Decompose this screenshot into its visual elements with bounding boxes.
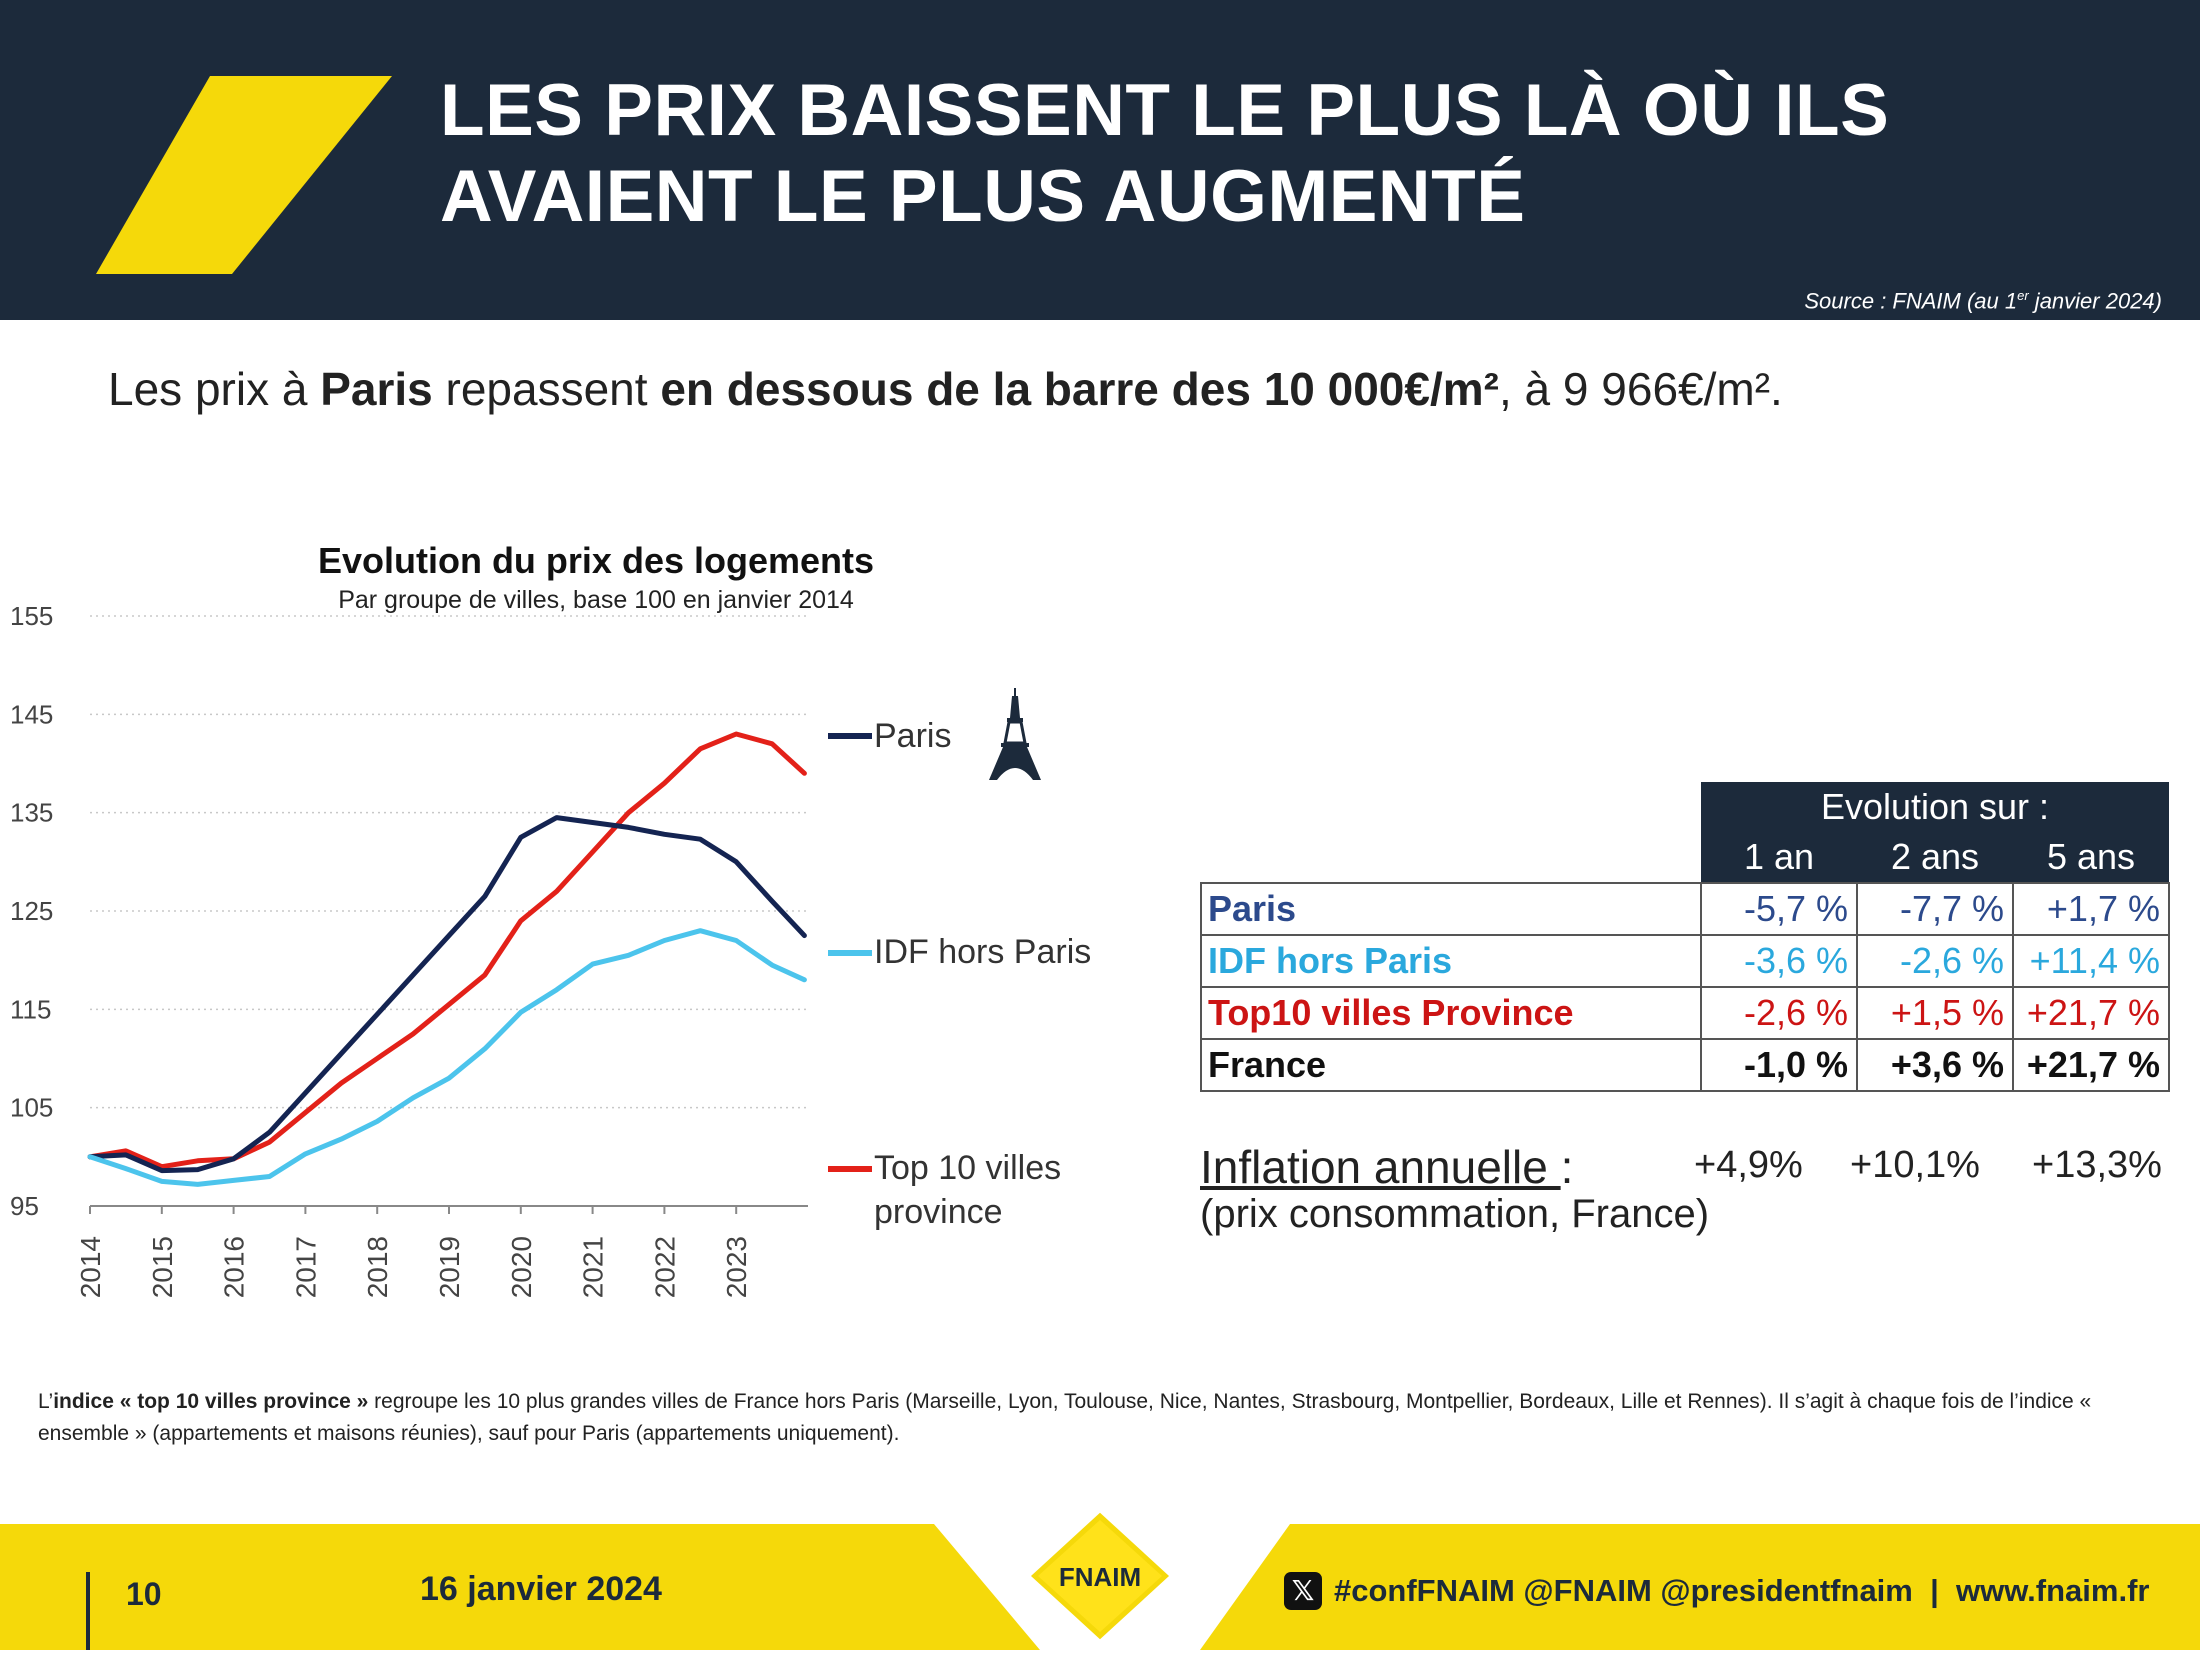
eiffel-tower-icon	[985, 688, 1045, 780]
inflation-value-5ans: +13,3%	[2032, 1144, 2162, 1187]
table-row: Top10 villes Province -2,6 % +1,5 % +21,…	[1201, 987, 2169, 1039]
x-tick-label-2019: 2019	[434, 1236, 465, 1298]
table-corner-2	[1201, 832, 1701, 883]
inflation-label-text: Inflation annuelle	[1200, 1141, 1561, 1193]
inflation-note: (prix consommation, France)	[1200, 1192, 1709, 1237]
inflation-value-2ans: +10,1%	[1850, 1144, 1980, 1187]
lead-bold-paris: Paris	[320, 363, 433, 415]
column-header-1an: 1 an	[1701, 832, 1857, 883]
x-tick-label-2017: 2017	[290, 1236, 321, 1298]
x-tick-label-2020: 2020	[506, 1236, 537, 1298]
table-row: IDF hors Paris -3,6 % -2,6 % +11,4 %	[1201, 935, 2169, 987]
lead-text-2: repassent	[433, 363, 661, 415]
footnote-bold: indice « top 10 villes province »	[53, 1390, 368, 1413]
table-header-evolution: Evolution sur :	[1701, 782, 2169, 832]
table-corner	[1201, 782, 1701, 832]
cell: +1,7 %	[2013, 883, 2169, 935]
title-line-1: LES PRIX BAISSENT LE PLUS LÀ OÙ ILS	[440, 68, 1889, 154]
x-tick-label-2023: 2023	[721, 1236, 752, 1298]
table-header-top: Evolution sur :	[1201, 782, 2169, 832]
series-line-1	[90, 931, 804, 1185]
lead-text-1: Les prix à	[108, 363, 320, 415]
cell: -3,6 %	[1701, 935, 1857, 987]
cell: -1,0 %	[1701, 1039, 1857, 1091]
cell: +21,7 %	[2013, 1039, 2169, 1091]
title-line-2: AVAIENT LE PLUS AUGMENTÉ	[440, 154, 1889, 240]
price-evolution-chart: 95 105 115 125 135 145 155 2014 2015 2016 2017 2018…	[0, 530, 820, 1330]
fnaim-logo: FNAIM	[1020, 1506, 1180, 1646]
footer-divider	[86, 1572, 90, 1650]
y-tick-label-155: 155	[10, 601, 53, 631]
inflation-value-1an: +4,9%	[1694, 1144, 1803, 1187]
row-label-paris: Paris	[1201, 883, 1701, 935]
x-tick-label-2016: 2016	[219, 1236, 250, 1298]
cell: -7,7 %	[1857, 883, 2013, 935]
cell: -5,7 %	[1701, 883, 1857, 935]
lead-bold-threshold: en dessous de la barre des 10 000€/m²	[660, 363, 1499, 415]
table-header-columns: 1 an 2 ans 5 ans	[1201, 832, 2169, 883]
legend-label-idf: IDF hors Paris	[874, 930, 1091, 974]
x-tick-label-2015: 2015	[147, 1236, 178, 1298]
legend-swatch-idf	[828, 950, 872, 956]
yellow-slash-icon	[0, 0, 420, 300]
source-prefix: Source : FNAIM (au 1	[1804, 288, 2017, 313]
lead-sentence: Les prix à Paris repassent en dessous de…	[108, 362, 1783, 416]
x-tick-label-2022: 2022	[649, 1236, 680, 1298]
cell: +21,7 %	[2013, 987, 2169, 1039]
inflation-colon: :	[1561, 1141, 1574, 1193]
y-tick-label-145: 145	[10, 699, 53, 729]
y-tick-label-125: 125	[10, 896, 53, 926]
cell: +1,5 %	[1857, 987, 2013, 1039]
inflation-label: Inflation annuelle :	[1200, 1140, 1573, 1194]
page-number: 10	[126, 1576, 162, 1613]
y-tick-label-95: 95	[10, 1191, 39, 1221]
column-header-5ans: 5 ans	[2013, 832, 2169, 883]
y-tick-label-115: 115	[10, 994, 51, 1024]
legend-top10-line2: province	[874, 1190, 1061, 1234]
legend-top10-line1: Top 10 villes	[874, 1146, 1061, 1190]
footnote: L’indice « top 10 villes province » regr…	[38, 1386, 2158, 1450]
source-suffix: janvier 2024)	[2029, 288, 2162, 313]
footer-social-text[interactable]: #confFNAIM @FNAIM @presidentfnaim | www.…	[1334, 1573, 2149, 1609]
x-logo-icon[interactable]: 𝕏	[1284, 1572, 1322, 1610]
cell: -2,6 %	[1701, 987, 1857, 1039]
x-tick-label-2014: 2014	[75, 1236, 106, 1298]
legend-label-paris: Paris	[874, 714, 951, 758]
source-note: Source : FNAIM (au 1er janvier 2024)	[1804, 288, 2162, 314]
row-label-idf: IDF hors Paris	[1201, 935, 1701, 987]
cell: -2,6 %	[1857, 935, 2013, 987]
legend-swatch-paris	[828, 733, 872, 739]
x-tick-label-2021: 2021	[578, 1236, 609, 1298]
y-tick-label-135: 135	[10, 798, 53, 828]
table-row: France -1,0 % +3,6 % +21,7 %	[1201, 1039, 2169, 1091]
row-label-top10: Top10 villes Province	[1201, 987, 1701, 1039]
series-line-0	[90, 818, 804, 1171]
legend-swatch-top10	[828, 1166, 872, 1172]
lead-text-3: , à 9 966€/m².	[1499, 363, 1783, 415]
table-row: Paris -5,7 % -7,7 % +1,7 %	[1201, 883, 2169, 935]
series-line-2	[90, 734, 804, 1167]
logo-text: FNAIM	[1059, 1562, 1141, 1592]
page-title: LES PRIX BAISSENT LE PLUS LÀ OÙ ILS AVAI…	[440, 68, 1889, 240]
cell: +3,6 %	[1857, 1039, 2013, 1091]
source-sup: er	[2017, 288, 2029, 303]
footer-date: 16 janvier 2024	[420, 1570, 662, 1609]
footer-social: 𝕏 #confFNAIM @FNAIM @presidentfnaim | www…	[1284, 1572, 2149, 1610]
footnote-text-1: L’	[38, 1390, 53, 1413]
y-tick-label-105: 105	[10, 1093, 53, 1123]
cell: +11,4 %	[2013, 935, 2169, 987]
row-label-france: France	[1201, 1039, 1701, 1091]
column-header-2ans: 2 ans	[1857, 832, 2013, 883]
x-tick-label-2018: 2018	[362, 1236, 393, 1298]
evolution-table: Evolution sur : 1 an 2 ans 5 ans Paris -…	[1200, 782, 2170, 1092]
